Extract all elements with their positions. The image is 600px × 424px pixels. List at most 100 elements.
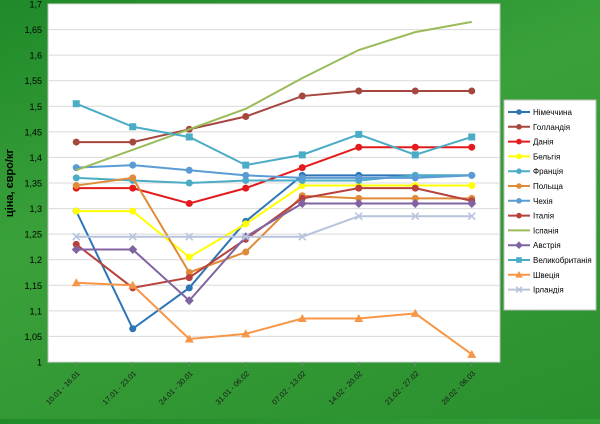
legend-label: Швеція — [533, 271, 560, 280]
data-point — [72, 207, 80, 215]
data-point — [241, 232, 250, 241]
data-point — [515, 241, 523, 249]
data-point — [72, 174, 80, 182]
data-point — [516, 138, 522, 145]
data-point — [355, 174, 363, 182]
data-point — [185, 269, 193, 276]
data-point — [411, 212, 420, 221]
series — [75, 20, 472, 172]
y-tick-label: 1,5 — [29, 102, 42, 112]
data-point — [129, 184, 137, 192]
legend-item: Голландія — [508, 123, 570, 132]
data-point-stroke — [354, 212, 363, 221]
data-point — [516, 183, 522, 189]
series — [72, 212, 476, 241]
y-tick-label: 1,25 — [24, 230, 42, 240]
y-axis-title: ціна, євро/кг — [4, 149, 16, 218]
data-point — [410, 198, 420, 208]
y-tick-label: 1,35 — [24, 179, 42, 189]
x-tick-label: 10.01 - 16.01 — [44, 369, 82, 407]
data-point — [298, 182, 306, 190]
data-point — [411, 143, 419, 151]
data-point — [129, 138, 137, 146]
data-point-stroke — [411, 212, 420, 221]
legend-label: Італія — [533, 212, 554, 221]
data-point — [298, 92, 306, 100]
data-point — [355, 87, 363, 95]
legend-label: Польща — [533, 182, 563, 191]
data-point — [242, 171, 250, 179]
legend-label: Великобританія — [533, 256, 592, 265]
legend-item: Польща — [508, 182, 563, 191]
y-tick-label: 1,15 — [24, 281, 42, 291]
legend-label: Німеччина — [533, 108, 572, 117]
legend-label: Франція — [533, 167, 563, 176]
series-line — [76, 174, 472, 185]
legend-item: Франція — [508, 167, 563, 176]
series-line — [75, 20, 472, 172]
data-point — [129, 161, 137, 169]
data-point — [516, 153, 522, 160]
data-point — [185, 274, 193, 282]
legend-item: Німеччина — [508, 108, 572, 117]
data-point — [516, 212, 522, 219]
x-tick-label: 14.02 - 20.02 — [327, 369, 365, 407]
series — [72, 143, 476, 207]
data-point — [185, 284, 193, 292]
data-point — [467, 198, 477, 208]
data-point — [468, 143, 476, 151]
data-point — [355, 184, 363, 192]
data-point — [410, 308, 420, 317]
data-point — [242, 176, 250, 184]
legend-label: Ірландія — [533, 286, 564, 295]
y-axis-ticks: 1 1,05 1,1 1,15 1,2 1,25 1,3 1,35 1,4 1,45 1,5 1,55… — [24, 0, 42, 368]
data-point-stroke — [128, 232, 137, 241]
series-line — [76, 215, 472, 238]
data-point — [411, 194, 419, 202]
data-point — [129, 207, 137, 215]
series-line — [75, 102, 473, 167]
data-point — [72, 240, 80, 248]
data-point — [411, 174, 419, 182]
legend-label: Голландія — [533, 123, 570, 132]
data-point — [185, 253, 193, 261]
data-point — [468, 87, 476, 95]
y-tick-label: 1,1 — [29, 306, 42, 316]
data-point — [128, 232, 137, 241]
data-point — [298, 232, 307, 241]
data-point-stroke — [72, 232, 81, 241]
data-point — [72, 182, 80, 190]
series — [71, 278, 477, 358]
data-point — [129, 174, 137, 182]
data-point-stroke — [515, 286, 523, 293]
data-point — [71, 278, 81, 287]
data-point — [184, 334, 194, 343]
y-tick-label: 1,7 — [29, 0, 42, 10]
x-tick-label: 07.02 - 13.02 — [270, 369, 308, 407]
series-lines — [71, 20, 477, 358]
legend-label: Іспанія — [533, 226, 559, 235]
data-point — [185, 179, 193, 187]
series — [72, 87, 476, 146]
data-point — [128, 280, 138, 289]
series — [72, 182, 476, 261]
series-line — [76, 184, 472, 259]
data-point — [298, 151, 306, 159]
data-point — [411, 151, 419, 159]
data-point — [468, 133, 476, 141]
y-tick-label: 1,2 — [29, 255, 42, 265]
x-axis-ticks: 10.01 - 16.01 17.01 - 23.01 24.01 - 30.01 3… — [44, 362, 477, 407]
y-tick-label: 1,45 — [24, 127, 42, 137]
data-point-stroke — [298, 232, 307, 241]
data-point — [241, 329, 251, 338]
data-point — [242, 220, 250, 228]
legend-item: Великобританія — [508, 256, 592, 265]
data-point — [72, 232, 81, 241]
data-point — [355, 130, 363, 138]
data-point — [129, 325, 137, 333]
legend-label: Бельгія — [533, 152, 560, 161]
y-tick-label: 1,55 — [24, 76, 42, 86]
data-point — [72, 100, 80, 108]
legend-item: Бельгія — [508, 152, 560, 161]
